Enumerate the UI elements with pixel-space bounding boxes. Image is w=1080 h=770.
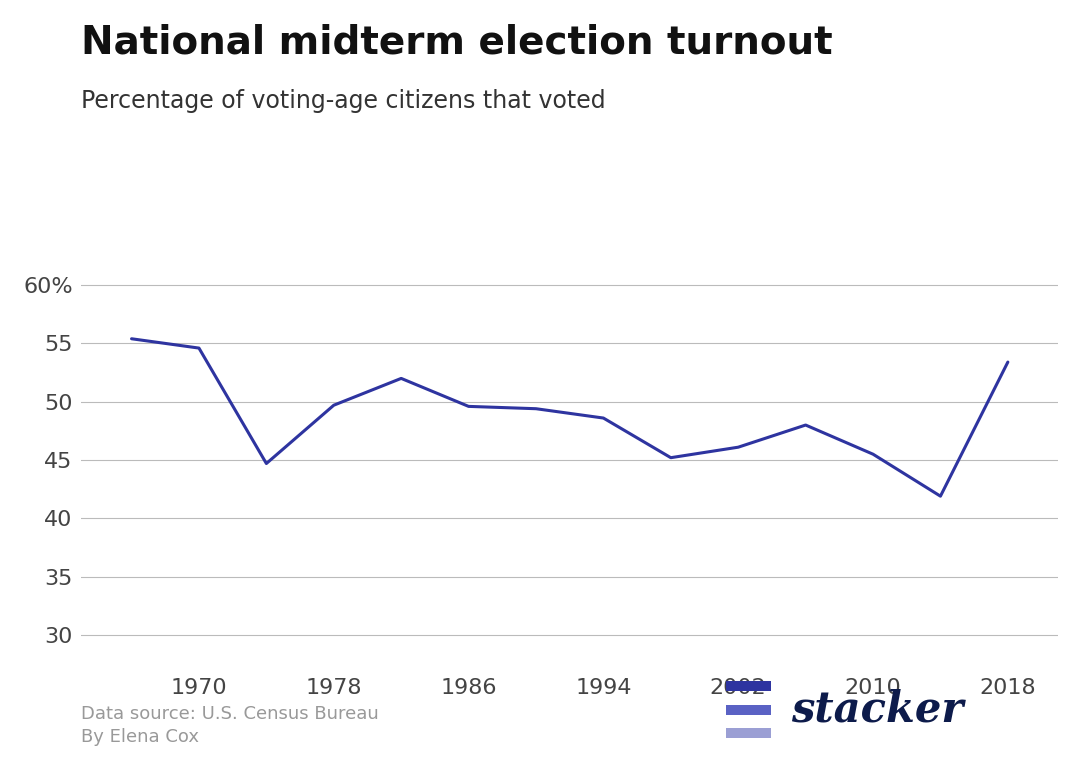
Text: By Elena Cox: By Elena Cox bbox=[81, 728, 199, 745]
Text: stacker: stacker bbox=[791, 688, 962, 731]
Text: Data source: U.S. Census Bureau: Data source: U.S. Census Bureau bbox=[81, 705, 379, 722]
Text: Percentage of voting-age citizens that voted: Percentage of voting-age citizens that v… bbox=[81, 89, 606, 112]
Text: National midterm election turnout: National midterm election turnout bbox=[81, 23, 833, 61]
